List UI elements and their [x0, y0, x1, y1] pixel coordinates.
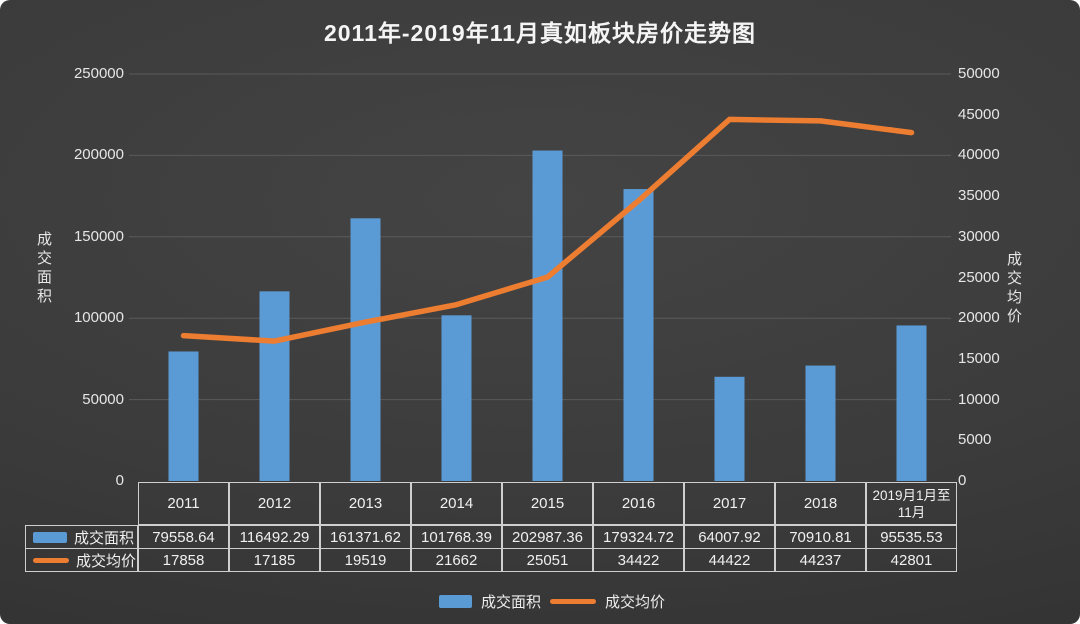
row-label-text: 成交面积: [74, 529, 135, 547]
right-axis-tick: 45000: [958, 105, 1000, 123]
left-axis-title: 成交面积: [35, 231, 52, 307]
right-axis-tick: 35000: [958, 187, 1000, 205]
price-value-cell: 17185: [229, 548, 320, 572]
price-line: [180, 116, 915, 344]
area-value-cell: 161371.62: [320, 525, 411, 549]
area-value-cell: 202987.36: [502, 525, 593, 549]
price-row-swatch: [33, 557, 69, 563]
bar-2016: [623, 189, 654, 481]
left-axis-tick: 250000: [73, 65, 124, 82]
left-axis-tick: 150000: [73, 227, 124, 245]
year-header-cell: 2014: [411, 482, 502, 525]
year-header-cell: 2018: [775, 482, 866, 525]
right-axis-tick: 25000: [958, 268, 1000, 286]
price-legend-label: 成交均价: [605, 594, 666, 611]
right-axis-tick: 0: [958, 472, 967, 489]
price-value-cell: 25051: [502, 548, 593, 572]
price-value-cell: 42801: [866, 548, 957, 572]
bar-2018: [805, 365, 836, 481]
area-value-cell: 95535.53: [866, 525, 957, 549]
chart-title: 2011年-2019年11月真如板块房价走势图: [323, 20, 757, 46]
left-axis-tick: 0: [115, 472, 124, 489]
year-header-cell: 2019月1月至11月: [866, 482, 957, 525]
row-label-text: 成交均价: [76, 552, 137, 570]
bar-2015: [532, 150, 563, 482]
right-axis-tick: 30000: [958, 227, 1000, 245]
bar-2014: [441, 315, 472, 481]
left-axis-tick: 50000: [82, 390, 124, 408]
right-axis-tick: 50000: [958, 65, 1000, 82]
year-header-cell: 2012: [229, 482, 320, 525]
area-legend-label: 成交面积: [480, 594, 541, 611]
area-value-cell: 101768.39: [411, 525, 502, 549]
area-value-cell: 179324.72: [593, 525, 684, 549]
chart-legend: 成交面积 成交均价: [12, 591, 1080, 612]
price-value-cell: 17858: [138, 548, 229, 572]
area-row-swatch: [33, 531, 67, 543]
row-label-area: 成交面积: [25, 525, 138, 549]
price-value-cell: 21662: [411, 548, 502, 572]
bar-2019月1月至11月: [896, 325, 927, 481]
bar-2012: [259, 291, 290, 481]
row-label-price: 成交均价: [25, 548, 138, 572]
price-legend-swatch: [550, 599, 596, 604]
right-axis-tick: 20000: [958, 309, 1000, 327]
year-header-cell: 2016: [593, 482, 684, 525]
left-axis-tick: 200000: [73, 146, 124, 164]
price-value-cell: 19519: [320, 548, 411, 572]
right-axis-tick: 40000: [958, 146, 1000, 164]
right-axis-tick: 10000: [958, 390, 1000, 408]
bar-2011: [168, 351, 199, 481]
year-header-cell: 2015: [502, 482, 593, 525]
left-axis-tick: 100000: [73, 309, 124, 327]
bar-2013: [350, 218, 381, 482]
area-value-cell: 70910.81: [775, 525, 866, 549]
year-header-cell: 2017: [684, 482, 775, 525]
area-value-cell: 64007.92: [684, 525, 775, 549]
area-legend-swatch: [438, 595, 472, 608]
area-value-cell: 79558.64: [138, 525, 229, 549]
area-value-cell: 116492.29: [229, 525, 320, 549]
right-axis-tick: 15000: [958, 349, 1000, 367]
bar-2017: [714, 376, 745, 481]
price-value-cell: 44422: [684, 548, 775, 572]
price-value-cell: 44237: [775, 548, 866, 572]
right-axis-tick: 5000: [958, 431, 992, 449]
right-axis-title: 成交均价: [1005, 251, 1022, 327]
price-value-cell: 34422: [593, 548, 684, 572]
year-header-cell: 2011: [138, 482, 229, 525]
year-header-cell: 2013: [320, 482, 411, 525]
